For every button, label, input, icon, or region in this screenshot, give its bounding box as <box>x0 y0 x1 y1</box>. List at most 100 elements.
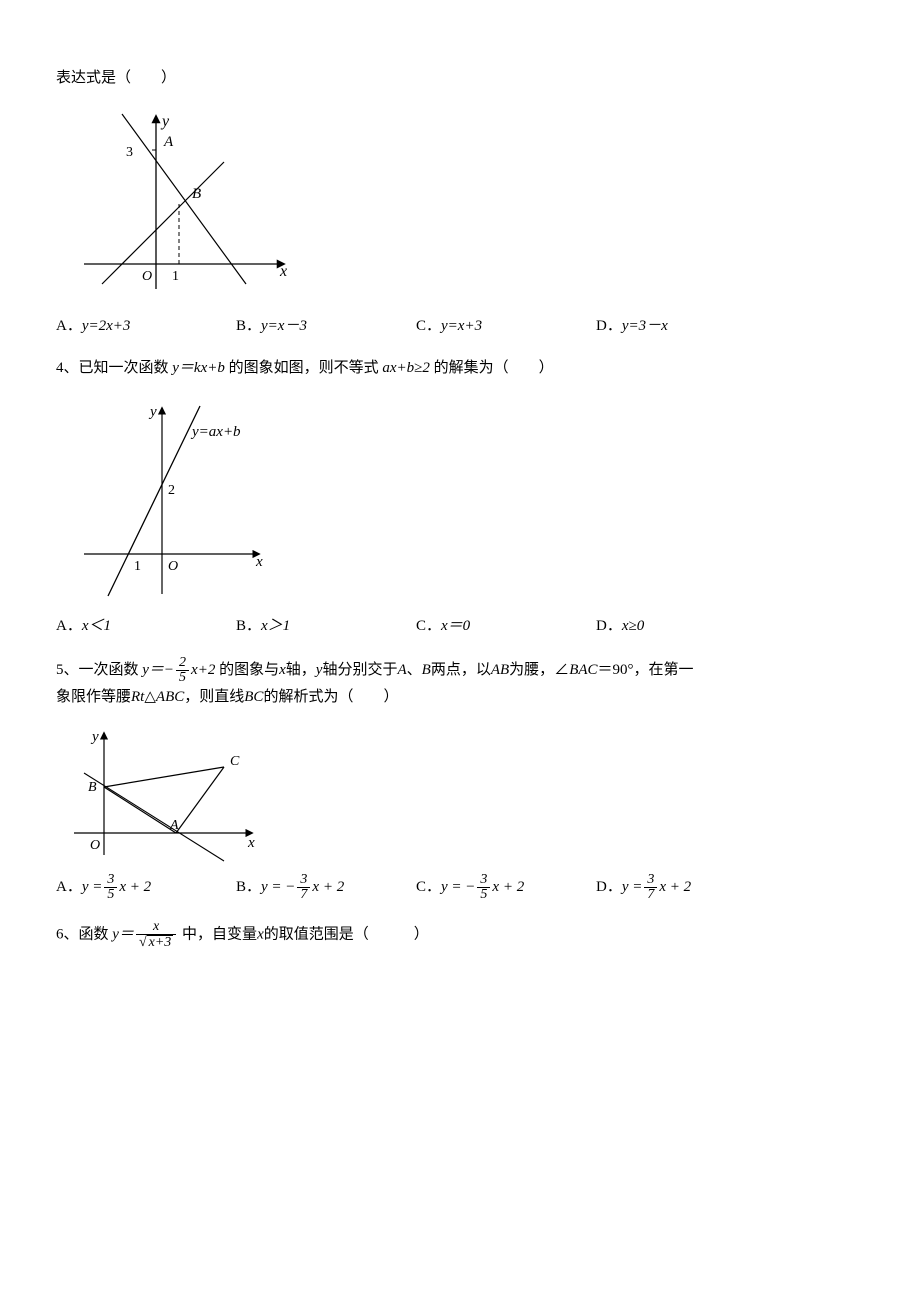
q5c-num: 3 <box>477 873 490 888</box>
q4-ineq: ax+b≥2 <box>382 360 430 376</box>
q3-lead: 表达式是（ ） <box>56 66 864 90</box>
q6-den-sqrt: x+3 <box>147 935 174 950</box>
q5-opt-a[interactable]: A．y =35x + 2 <box>56 873 236 902</box>
q5-ABC: ABC <box>156 689 184 705</box>
q5-sep: 、 <box>407 662 422 678</box>
q5-x: x <box>279 662 286 678</box>
q4-opt-a[interactable]: A．x＜1 <box>56 614 236 638</box>
svg-text:y: y <box>148 404 157 420</box>
q5a-num: 3 <box>104 873 117 888</box>
q6-var: x <box>257 926 264 942</box>
q5b-frac: 37 <box>297 873 310 902</box>
svg-text:O: O <box>90 838 100 853</box>
q3-opt-a-text: y=2x+3 <box>82 318 131 334</box>
q5c-pre: y = − <box>441 879 475 895</box>
q3-opt-c-text: y=x+3 <box>441 318 482 334</box>
q5d-pre: y = <box>622 879 643 895</box>
svg-text:O: O <box>142 269 152 284</box>
q5-m5: 为腰，∠ <box>509 662 569 678</box>
q5c-den: 5 <box>477 888 490 902</box>
q5-m6: ＝90°，在第一 <box>598 662 694 678</box>
q5d-frac: 37 <box>644 873 657 902</box>
q5b-post: x + 2 <box>312 879 344 895</box>
svg-text:A: A <box>169 818 179 833</box>
q5-frac: 25 <box>176 656 189 685</box>
q5d-den: 7 <box>644 888 657 902</box>
q3-options: A．y=2x+3 B．y=x－3 C．y=x+3 D．y=3－x <box>56 314 864 338</box>
q4-figure: y x O 2 1 y=ax+b <box>64 394 864 604</box>
q5a-frac: 35 <box>104 873 117 902</box>
svg-text:1: 1 <box>134 559 141 574</box>
q3-opt-d[interactable]: D．y=3－x <box>596 314 776 338</box>
q6-text: 6、函数 y＝x√x+3 中，自变量x的取值范围是（ ） <box>56 920 864 950</box>
q4-pre: 4、已知一次函数 <box>56 360 169 376</box>
q5-Rt: Rt <box>131 689 144 705</box>
q6-frac: x√x+3 <box>136 920 176 950</box>
svg-text:y: y <box>90 729 99 745</box>
q5-m1: 的图象与 <box>219 662 279 678</box>
q5-BAC: BAC <box>569 662 597 678</box>
q5-l2post: 的解析式为（ ） <box>263 689 398 705</box>
q5-tri: △ <box>144 689 156 705</box>
q6-pre: 6、函数 <box>56 926 109 942</box>
q5-opt-d[interactable]: D．y =37x + 2 <box>596 873 776 902</box>
q5-opt-c[interactable]: C．y = −35x + 2 <box>416 873 596 902</box>
q6-yeq: y＝ <box>112 926 134 942</box>
svg-text:3: 3 <box>126 145 133 160</box>
q5-AB: AB <box>491 662 509 678</box>
q5-options: A．y =35x + 2 B．y = −37x + 2 C．y = −35x +… <box>56 873 864 902</box>
q5-B: B <box>422 662 431 678</box>
q4-mid: 的图象如图，则不等式 <box>229 360 379 376</box>
q5-frac-den: 5 <box>176 671 189 685</box>
q5c-frac: 35 <box>477 873 490 902</box>
q6-post: 的取值范围是（ ） <box>264 926 429 942</box>
q4-opt-c-text: x＝0 <box>441 618 470 634</box>
q5-BC: BC <box>244 689 263 705</box>
q5-text: 5、一次函数 y＝−25x+2 的图象与x轴，y轴分别交于A、B两点，以AB为腰… <box>56 656 864 709</box>
q5a-den: 5 <box>104 888 117 902</box>
svg-text:y: y <box>160 113 170 130</box>
q5-figure: y x O B A C <box>64 723 864 863</box>
q6-mid: 中，自变量 <box>182 926 257 942</box>
q3-opt-b[interactable]: B．y=x－3 <box>236 314 416 338</box>
q4-text: 4、已知一次函数 y＝kx+b 的图象如图，则不等式 ax+b≥2 的解集为（ … <box>56 356 864 380</box>
q5c-post: x + 2 <box>492 879 524 895</box>
q4-post: 的解集为（ ） <box>434 360 554 376</box>
q3-opt-c[interactable]: C．y=x+3 <box>416 314 596 338</box>
q5d-num: 3 <box>644 873 657 888</box>
q5b-num: 3 <box>297 873 310 888</box>
q4-opt-d[interactable]: D．x≥0 <box>596 614 776 638</box>
q6-num: x <box>136 920 176 935</box>
q5b-pre: y = − <box>261 879 295 895</box>
q5-pre: 5、一次函数 <box>56 662 139 678</box>
q3-opt-a[interactable]: A．y=2x+3 <box>56 314 236 338</box>
q5-m4: 两点，以 <box>431 662 491 678</box>
svg-text:O: O <box>168 559 178 574</box>
q6-den: √x+3 <box>136 935 176 950</box>
q5-l2pre: 象限作等腰 <box>56 689 131 705</box>
q4-options: A．x＜1 B．x＞1 C．x＝0 D．x≥0 <box>56 614 864 638</box>
q5d-post: x + 2 <box>659 879 691 895</box>
q5a-pre: y = <box>82 879 103 895</box>
q3-opt-b-text: y=x－3 <box>261 318 307 334</box>
q3-figure: y x O 1 3 A B <box>64 104 864 304</box>
q3-opt-d-text: y=3－x <box>622 318 668 334</box>
q4-opt-c[interactable]: C．x＝0 <box>416 614 596 638</box>
q4-opt-b-text: x＞1 <box>261 618 290 634</box>
q5-opt-b[interactable]: B．y = −37x + 2 <box>236 873 416 902</box>
q5-m3: 轴分别交于 <box>322 662 397 678</box>
q5-fnpost: x+2 <box>191 662 215 678</box>
q4-opt-b[interactable]: B．x＞1 <box>236 614 416 638</box>
svg-text:2: 2 <box>168 483 175 498</box>
q4-fn: y＝kx+b <box>172 360 225 376</box>
svg-text:C: C <box>230 754 240 769</box>
q4-opt-d-text: x≥0 <box>622 618 644 634</box>
q5-frac-num: 2 <box>176 656 189 671</box>
svg-text:x: x <box>279 263 287 280</box>
svg-text:B: B <box>88 780 97 795</box>
svg-text:x: x <box>255 554 263 570</box>
q5a-post: x + 2 <box>119 879 151 895</box>
q5-A: A <box>397 662 406 678</box>
q5-l2mid: ，则直线 <box>184 689 244 705</box>
svg-text:1: 1 <box>172 269 179 284</box>
